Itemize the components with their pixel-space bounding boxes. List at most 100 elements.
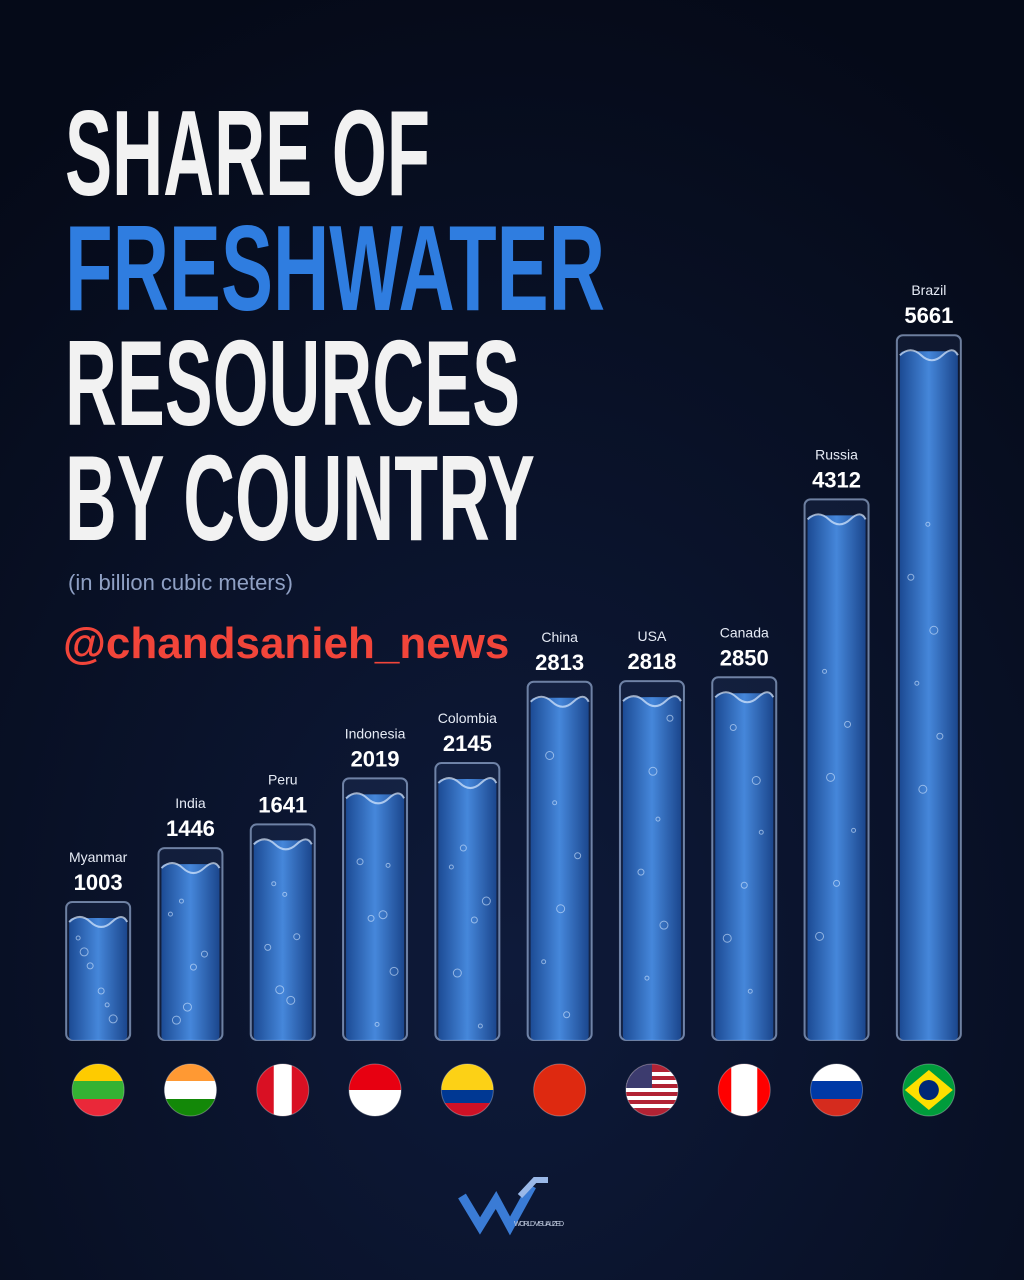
bubble <box>914 680 920 686</box>
bubble <box>356 858 364 866</box>
flag-part <box>810 1064 863 1081</box>
flag-rim <box>440 1063 494 1117</box>
bubble <box>822 668 828 674</box>
bar <box>530 697 589 1040</box>
bubble <box>556 904 566 914</box>
bubble <box>189 963 197 971</box>
title-line: SHARE OF <box>65 85 430 221</box>
bar <box>346 794 405 1040</box>
bubble <box>374 1021 380 1027</box>
bubble <box>722 933 732 943</box>
flag <box>717 1063 771 1117</box>
flag-part <box>164 1064 217 1081</box>
flag <box>163 1063 217 1117</box>
bar <box>253 840 312 1040</box>
value-label: 2813 <box>535 650 584 675</box>
bubble <box>644 975 650 981</box>
bubble <box>79 947 89 957</box>
bubble <box>167 911 173 917</box>
value-label: 2818 <box>627 649 676 674</box>
bubble <box>459 844 467 852</box>
flag <box>625 1063 679 1117</box>
flag-part <box>164 1099 217 1116</box>
bubble <box>907 573 915 581</box>
bubble <box>448 864 454 870</box>
bubble <box>271 881 277 887</box>
bubble <box>574 852 582 860</box>
flag-rim <box>533 1063 587 1117</box>
water-surface <box>714 691 775 704</box>
category-label: USA <box>638 628 667 644</box>
title-line: BY COUNTRY <box>65 430 535 566</box>
water-surface <box>899 349 959 362</box>
bubble <box>655 816 661 822</box>
flag-part <box>810 1099 863 1116</box>
water-surface <box>253 838 313 851</box>
bubble <box>75 935 81 941</box>
flag-rim <box>348 1063 402 1117</box>
flag-part <box>810 1081 863 1099</box>
bar <box>438 779 497 1040</box>
bar <box>622 697 681 1040</box>
water-surface <box>437 777 498 790</box>
value-label: 2850 <box>720 645 769 670</box>
flag-part <box>625 1104 678 1108</box>
flag-part <box>731 1064 758 1116</box>
value-label: 1446 <box>166 816 215 841</box>
bar <box>161 864 220 1040</box>
flag <box>533 1063 587 1117</box>
flag-part <box>918 1080 939 1100</box>
value-label: 5661 <box>904 303 953 328</box>
flag-fill <box>164 1064 217 1116</box>
flag-fill <box>902 1064 955 1116</box>
flag <box>71 1063 125 1117</box>
flag-rim <box>163 1063 217 1117</box>
flag-rim <box>71 1063 125 1117</box>
title-line: FRESHWATER <box>65 200 605 336</box>
bar <box>69 917 128 1040</box>
flag-part <box>533 1064 586 1116</box>
flag-part <box>441 1090 494 1103</box>
water-surface <box>806 513 867 526</box>
flag-part <box>625 1096 678 1100</box>
bubble <box>648 766 658 776</box>
bubble <box>925 521 931 527</box>
category-label: China <box>541 629 578 645</box>
bubble <box>108 1014 118 1024</box>
flag-fill <box>718 1064 771 1116</box>
bubble <box>747 988 753 994</box>
bubble <box>659 920 669 930</box>
bubble <box>452 968 462 978</box>
flag-fill <box>533 1064 586 1116</box>
bubble <box>666 714 674 722</box>
category-label: Russia <box>815 446 858 462</box>
bubble <box>182 1002 192 1012</box>
flag-part <box>164 1081 217 1099</box>
category-label: India <box>175 795 206 811</box>
water-surface <box>68 915 129 928</box>
flag-rim <box>625 1063 679 1117</box>
value-label: 2019 <box>351 746 400 771</box>
category-label: Brazil <box>911 282 946 298</box>
logo-mark <box>517 1177 548 1199</box>
bubble <box>936 732 944 740</box>
category-label: Indonesia <box>345 725 406 741</box>
value-label: 4312 <box>812 467 861 492</box>
bubble <box>293 933 301 941</box>
category-label: Canada <box>720 624 769 640</box>
bubble <box>171 1015 181 1025</box>
bubble <box>481 896 491 906</box>
bubble <box>282 891 288 897</box>
bubble <box>367 914 375 922</box>
bubble <box>851 827 857 833</box>
bubble <box>477 1023 483 1029</box>
bubble <box>918 784 928 794</box>
water-surface <box>529 695 590 708</box>
water-surface <box>345 792 405 805</box>
flag <box>902 1063 956 1117</box>
flag-part <box>72 1064 125 1081</box>
flag-part <box>273 1064 292 1116</box>
category-label: Peru <box>268 771 298 787</box>
bubble <box>286 995 296 1005</box>
bubble <box>552 800 558 806</box>
